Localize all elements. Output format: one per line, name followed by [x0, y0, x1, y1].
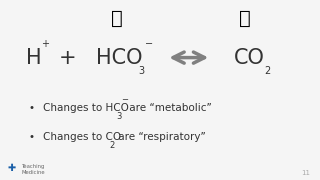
Text: Medicine: Medicine [22, 170, 45, 175]
Text: +: + [58, 48, 76, 68]
Text: 3: 3 [139, 66, 145, 76]
Text: ✚: ✚ [7, 163, 15, 173]
Text: H: H [26, 48, 41, 68]
Text: +: + [41, 39, 49, 49]
Text: 2: 2 [110, 141, 115, 150]
Text: Changes to HCO: Changes to HCO [43, 103, 129, 113]
Text: Changes to CO: Changes to CO [43, 132, 121, 142]
Text: CO: CO [234, 48, 264, 68]
Text: 3: 3 [116, 112, 122, 121]
Text: 11: 11 [301, 170, 310, 176]
Text: 🫁: 🫁 [239, 8, 251, 28]
Text: Teaching: Teaching [22, 164, 45, 169]
Text: •: • [29, 132, 35, 142]
Text: •: • [29, 103, 35, 113]
Text: HCO: HCO [96, 48, 142, 68]
Text: −: − [145, 39, 153, 49]
Text: are “respiratory”: are “respiratory” [115, 132, 206, 142]
Text: −: − [122, 95, 129, 104]
Text: are “metabolic”: are “metabolic” [126, 103, 212, 113]
Text: 🫀: 🫀 [111, 8, 123, 28]
Text: 2: 2 [264, 66, 270, 76]
